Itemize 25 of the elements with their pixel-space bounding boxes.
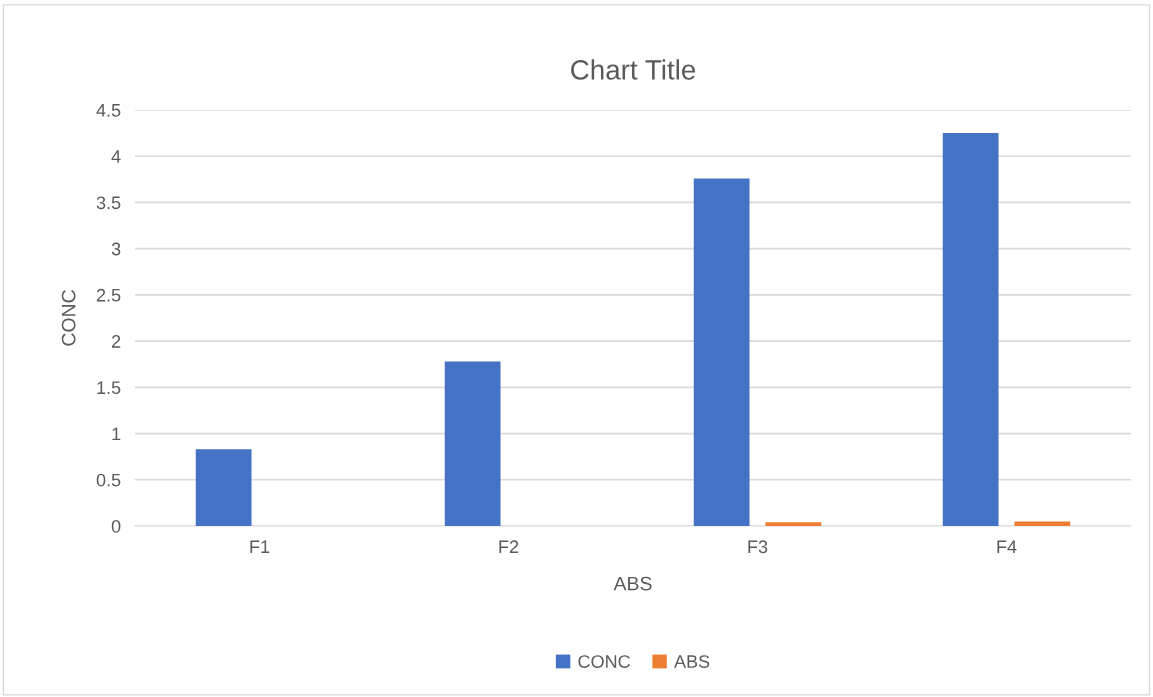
x-tick-label: F1	[250, 540, 270, 553]
bar	[195, 449, 252, 526]
bar	[942, 133, 999, 526]
chart-title: Chart Title	[571, 59, 696, 80]
bar	[1014, 521, 1071, 526]
y-tick-label: 3.5	[96, 196, 121, 210]
y-tick-label: 1.5	[97, 381, 121, 395]
x-tick-label: F3	[748, 540, 768, 554]
x-axis-title: ABS	[613, 576, 652, 591]
x-tick-label: F2	[499, 540, 519, 553]
y-tick-label: 4	[111, 150, 121, 163]
y-tick-label: 0.5	[96, 473, 121, 487]
bar	[444, 361, 501, 526]
bar	[693, 178, 750, 526]
bar	[765, 522, 822, 526]
y-tick-label: 2	[111, 335, 121, 348]
y-tick-label: 4.5	[96, 104, 121, 117]
y-tick-label: 2.5	[96, 288, 121, 302]
y-tick-label: 3	[111, 242, 121, 256]
y-tick-label: 1	[112, 427, 121, 441]
y-axis-title: CONC	[61, 290, 76, 346]
legend-label: CONC	[578, 655, 630, 668]
x-tick-label: F4	[997, 540, 1017, 553]
y-tick-label: 0	[111, 519, 121, 533]
legend-label: ABS	[674, 655, 710, 668]
